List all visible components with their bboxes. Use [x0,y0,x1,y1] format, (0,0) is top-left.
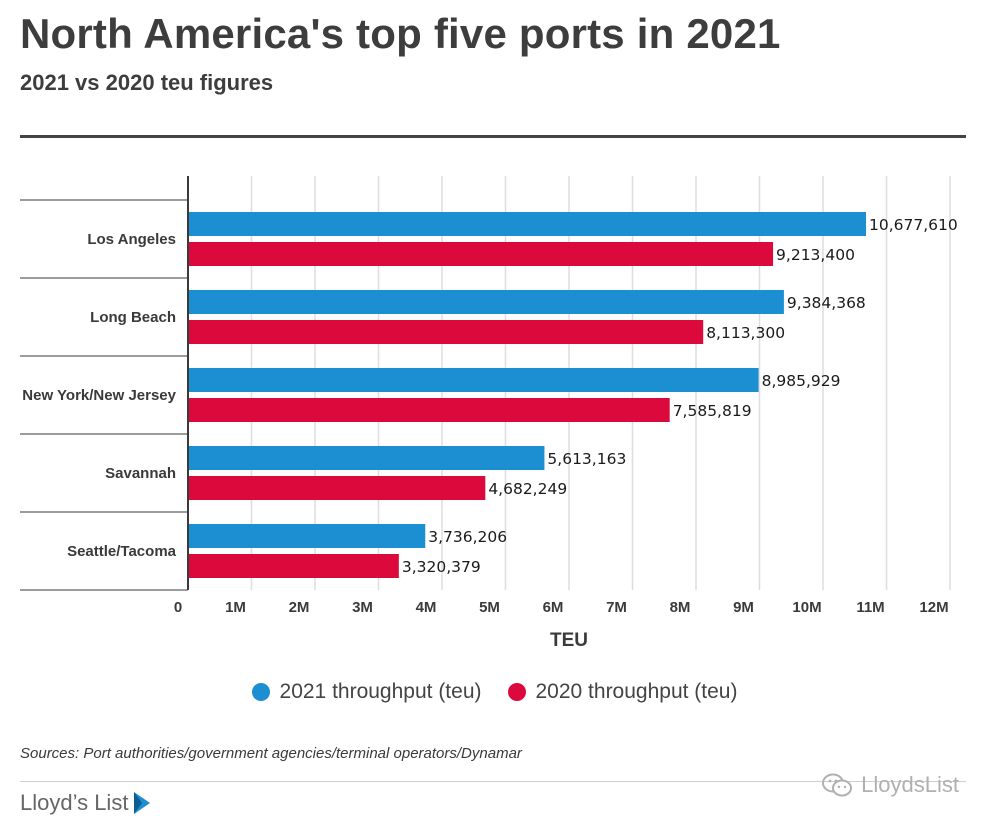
chart-subtitle: 2021 vs 2020 teu figures [20,70,274,95]
x-tick-label: 8M [670,599,691,616]
data-label-2021: 5,613,163 [547,450,626,468]
category-label: Long Beach [90,309,176,326]
x-tick-label: 6M [543,599,564,616]
x-tick-label: 1M [225,599,246,616]
x-tick-label: 12M [919,599,948,616]
legend-label-2020: 2020 throughput (teu) [535,680,738,703]
legend-swatch-2021 [251,683,270,701]
data-label-2020: 9,213,400 [776,246,855,264]
wechat-icon [822,773,853,797]
bar-2021 [188,368,759,392]
category-label: Los Angeles [87,231,176,248]
x-tick-label: 3M [352,599,373,616]
bar-2021 [188,290,784,314]
category-label: Savannah [105,465,176,482]
bar-2020 [188,398,670,422]
legend-swatch-2020 [507,683,526,701]
data-label-2020: 3,320,379 [402,558,481,576]
bar-2021 [188,446,545,470]
category-label: Seattle/Tacoma [67,543,177,560]
x-tick-label: 7M [606,599,627,616]
brand-name: Lloyd’s List [20,790,129,815]
legend-label-2021: 2021 throughput (teu) [279,680,482,703]
legend: 2021 throughput (teu) 2020 throughput (t… [0,680,989,704]
x-tick-label: 0 [174,599,182,616]
data-label-2020: 4,682,249 [488,480,567,498]
title-divider [20,135,966,138]
data-label-2021: 9,384,368 [787,294,866,312]
x-axis-title: TEU [550,630,588,650]
legend-item-2021: 2021 throughput (teu) [251,680,482,704]
x-tick-label: 2M [289,599,310,616]
brand-arrow-icon [134,792,151,814]
x-tick-label: 4M [416,599,437,616]
bar-2020 [188,242,774,266]
bar-2020 [188,476,486,500]
watermark-text: LloydsList [861,772,959,797]
x-tick-label: 10M [792,599,821,616]
data-label-2020: 8,113,300 [706,324,785,342]
data-label-2020: 7,585,819 [673,402,752,420]
bar-2021 [188,524,426,548]
data-label-2021: 10,677,610 [869,216,958,234]
x-tick-label: 5M [479,599,500,616]
watermark: LloydsList [821,772,959,798]
data-label-2021: 3,736,206 [428,528,507,546]
x-tick-label: 9M [733,599,754,616]
footer-divider [20,781,966,782]
x-tick-label: 11M [856,599,884,616]
data-label-2021: 8,985,929 [762,372,841,390]
source-note: Sources: Port authorities/government age… [20,745,522,762]
bar-2020 [188,320,704,344]
legend-item-2020: 2020 throughput (teu) [507,680,738,704]
brand-logo: Lloyd’s List [20,790,152,816]
category-label: New York/New Jersey [22,387,176,404]
bar-2020 [188,554,399,578]
chart-title: North America's top five ports in 2021 [20,10,781,57]
bar-2021 [188,212,867,236]
bar-chart: Los Angeles 10,677,610 9,213,400 Long Beach… [20,176,958,650]
